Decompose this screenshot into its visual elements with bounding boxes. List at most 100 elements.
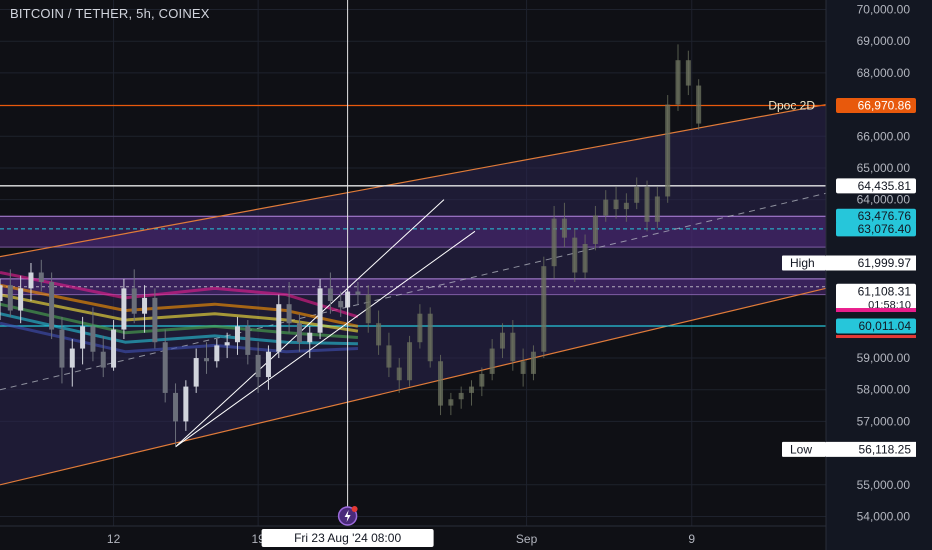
price-axis-panel bbox=[826, 0, 932, 550]
candle-body bbox=[286, 304, 292, 324]
projected-candle-body bbox=[407, 342, 413, 381]
projected-candle-body bbox=[685, 60, 691, 86]
y-tick-label: 57,000.00 bbox=[857, 414, 911, 428]
projected-candle-body bbox=[551, 218, 557, 267]
y-tick-label: 55,000.00 bbox=[857, 478, 911, 492]
symbol-title: BITCOIN / TETHER, 5h, COINEX bbox=[10, 6, 210, 21]
crosshair-time-tag bbox=[261, 529, 434, 547]
candle-body bbox=[7, 285, 13, 311]
projected-candle-body bbox=[479, 373, 485, 387]
candle-body bbox=[173, 392, 179, 422]
projected-candle-body bbox=[603, 199, 609, 216]
candle-body bbox=[80, 326, 86, 349]
stat-name: Low bbox=[790, 442, 812, 456]
price-tag bbox=[836, 318, 916, 334]
candle-body bbox=[214, 345, 220, 362]
projected-candle-body bbox=[572, 237, 578, 273]
projected-candle-body bbox=[541, 266, 547, 352]
moving-average-band bbox=[0, 283, 359, 328]
candle-body bbox=[296, 323, 302, 343]
projected-candle-body bbox=[458, 392, 464, 400]
projected-candle-body bbox=[499, 332, 505, 349]
y-tick-label: 54,000.00 bbox=[857, 509, 911, 523]
candle-body bbox=[0, 285, 3, 302]
price-tag bbox=[836, 221, 916, 237]
magenta-marker bbox=[836, 308, 916, 313]
stat-tag bbox=[782, 255, 826, 271]
candle-body bbox=[245, 326, 251, 355]
price-tag bbox=[836, 97, 916, 113]
lightning-icon bbox=[344, 510, 351, 522]
projected-candle-body bbox=[438, 361, 444, 406]
candle-body bbox=[183, 386, 189, 422]
projected-candle-body bbox=[427, 313, 433, 362]
candle-body bbox=[276, 304, 282, 352]
red-marker bbox=[836, 335, 916, 339]
candle-body bbox=[204, 358, 209, 362]
y-tick-label: 66,000.00 bbox=[857, 129, 911, 143]
stat-tag bbox=[782, 441, 826, 457]
candle-body bbox=[355, 291, 361, 295]
projected-candle-body bbox=[417, 313, 423, 343]
candle-body bbox=[327, 288, 333, 302]
channel-lower-line bbox=[0, 287, 827, 486]
projected-candle-body bbox=[386, 345, 392, 368]
price-tag-text: 64,435.81 bbox=[858, 179, 912, 193]
candle-body bbox=[338, 301, 344, 308]
projected-candle-body bbox=[613, 199, 619, 210]
candle-body bbox=[28, 272, 34, 289]
candle-body bbox=[193, 358, 199, 387]
projected-candle-body bbox=[520, 361, 526, 374]
price-tag-text: 63,476.76 bbox=[858, 209, 912, 223]
projected-candle-body bbox=[489, 348, 495, 374]
projected-candle-body bbox=[582, 243, 588, 273]
price-tag-text: 61,108.31 bbox=[858, 284, 912, 298]
candle-body bbox=[162, 342, 168, 393]
wedge-lower-line bbox=[175, 230, 476, 448]
projected-candle-body bbox=[634, 186, 640, 203]
candle-body bbox=[111, 329, 117, 368]
candle-body bbox=[131, 288, 137, 314]
y-tick-label: 65,000.00 bbox=[857, 161, 911, 175]
price-tag-text: 63,076.40 bbox=[858, 222, 912, 236]
projected-candle-body bbox=[469, 386, 475, 393]
crosshair-time-text: Fri 23 Aug '24 08:00 bbox=[294, 531, 401, 545]
projected-candle-body bbox=[592, 215, 598, 244]
channel-mid-line bbox=[0, 192, 827, 391]
candle-body bbox=[49, 282, 55, 330]
stat-value: 61,999.97 bbox=[858, 256, 912, 270]
stat-name: High bbox=[790, 256, 815, 270]
candle-body bbox=[69, 348, 75, 368]
y-tick-label: 70,000.00 bbox=[857, 3, 911, 17]
candle-body bbox=[317, 288, 323, 333]
moving-average-band bbox=[0, 293, 359, 333]
price-tag-text: 66,970.86 bbox=[858, 98, 912, 112]
candle-body bbox=[255, 354, 261, 378]
y-tick-label: 59,000.00 bbox=[857, 351, 911, 365]
stat-value-tag bbox=[826, 255, 916, 271]
candle-body bbox=[18, 288, 24, 311]
projected-candle-body bbox=[448, 399, 454, 406]
projected-candle-body bbox=[376, 323, 382, 346]
projected-candle-body bbox=[530, 351, 536, 374]
candle-body bbox=[38, 272, 44, 283]
projected-candle-body bbox=[654, 196, 660, 222]
projected-candle-body bbox=[510, 332, 516, 362]
wedge-upper-line bbox=[175, 199, 445, 448]
candle-body bbox=[234, 326, 240, 343]
candle-body bbox=[152, 297, 158, 343]
y-tick-label: 68,000.00 bbox=[857, 66, 911, 80]
y-tick-label: 58,000.00 bbox=[857, 383, 911, 397]
candle-body bbox=[307, 332, 313, 343]
level-label: Dpoc 2D bbox=[768, 98, 815, 112]
price-tag bbox=[836, 178, 916, 194]
projected-candle-body bbox=[561, 218, 567, 238]
price-tag bbox=[836, 283, 916, 312]
purple-zone bbox=[0, 216, 826, 248]
channel-upper-line bbox=[0, 103, 827, 258]
stat-value: 56,118.25 bbox=[859, 442, 912, 456]
projected-candle-body bbox=[665, 104, 671, 197]
projected-candle-body bbox=[365, 294, 371, 324]
